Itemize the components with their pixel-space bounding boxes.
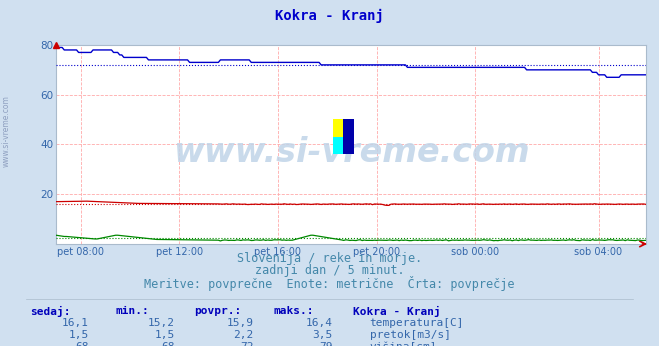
Bar xyxy=(333,119,343,137)
Text: 15,9: 15,9 xyxy=(227,318,254,328)
Text: sedaj:: sedaj: xyxy=(30,306,70,317)
Text: 1,5: 1,5 xyxy=(69,330,89,340)
Text: 79: 79 xyxy=(320,342,333,346)
Text: 15,2: 15,2 xyxy=(148,318,175,328)
Text: 16,4: 16,4 xyxy=(306,318,333,328)
Text: zadnji dan / 5 minut.: zadnji dan / 5 minut. xyxy=(254,264,405,277)
Bar xyxy=(343,119,354,154)
Text: pretok[m3/s]: pretok[m3/s] xyxy=(370,330,451,340)
Text: 2,2: 2,2 xyxy=(233,330,254,340)
Text: 3,5: 3,5 xyxy=(312,330,333,340)
Text: Kokra - Kranj: Kokra - Kranj xyxy=(353,306,440,317)
Text: 1,5: 1,5 xyxy=(154,330,175,340)
Text: 72: 72 xyxy=(241,342,254,346)
Text: 16,1: 16,1 xyxy=(62,318,89,328)
Text: min.:: min.: xyxy=(115,306,149,316)
Text: 68: 68 xyxy=(161,342,175,346)
Text: www.si-vreme.com: www.si-vreme.com xyxy=(173,136,529,169)
Text: Meritve: povprečne  Enote: metrične  Črta: povprečje: Meritve: povprečne Enote: metrične Črta:… xyxy=(144,276,515,291)
Text: višina[cm]: višina[cm] xyxy=(370,342,437,346)
Text: Slovenija / reke in morje.: Slovenija / reke in morje. xyxy=(237,252,422,265)
Bar xyxy=(333,137,343,154)
Text: maks.:: maks.: xyxy=(273,306,314,316)
Text: Kokra - Kranj: Kokra - Kranj xyxy=(275,9,384,23)
Text: 68: 68 xyxy=(76,342,89,346)
Text: temperatura[C]: temperatura[C] xyxy=(370,318,464,328)
Text: www.si-vreme.com: www.si-vreme.com xyxy=(2,95,11,167)
Text: povpr.:: povpr.: xyxy=(194,306,242,316)
